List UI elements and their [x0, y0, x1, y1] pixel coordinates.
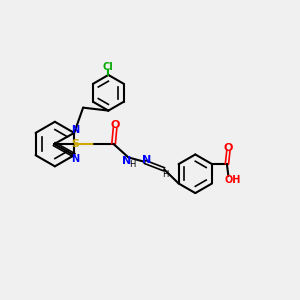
Text: N: N: [142, 155, 151, 165]
Text: S: S: [71, 139, 79, 149]
Text: H: H: [162, 170, 169, 179]
Text: N: N: [72, 125, 80, 135]
Text: OH: OH: [225, 176, 241, 185]
Text: H: H: [129, 160, 135, 169]
Text: N: N: [72, 154, 80, 164]
Text: O: O: [224, 143, 233, 153]
Text: N: N: [122, 156, 132, 166]
Text: Cl: Cl: [103, 62, 114, 72]
Text: O: O: [110, 120, 120, 130]
